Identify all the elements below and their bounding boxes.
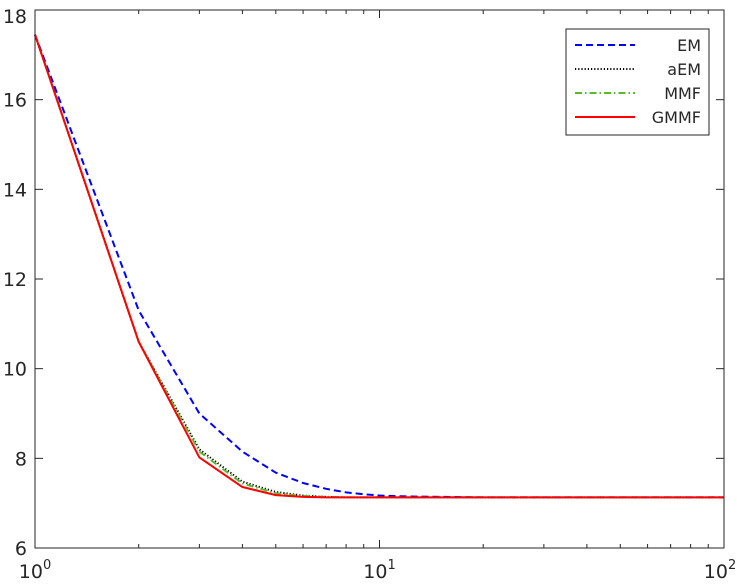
y-tick-label: 6: [15, 538, 27, 560]
y-tick-label: 18: [3, 6, 27, 28]
y-tick-label: 8: [15, 448, 27, 470]
x-tick-label: 102: [704, 558, 736, 583]
axis-ticks: 100 101 102 6 8 10 12 14 16 18: [3, 6, 736, 583]
legend-label-em: EM: [677, 36, 701, 55]
legend-label-gmmf: GMMF: [652, 108, 701, 127]
y-tick-label: 12: [3, 269, 27, 291]
series-layer: [34, 34, 724, 499]
y-tick-label: 14: [3, 179, 27, 201]
y-tick-label: 10: [3, 359, 27, 381]
series-line-gmmf: [34, 34, 724, 499]
legend-label-mmf: MMF: [664, 84, 701, 103]
legend-label-aem: aEM: [667, 60, 701, 79]
legend: EM aEM MMF GMMF: [565, 28, 710, 136]
y-tick-label: 16: [3, 90, 27, 112]
x-tick-label: 100: [19, 558, 51, 583]
x-tick-label: 101: [363, 558, 395, 583]
